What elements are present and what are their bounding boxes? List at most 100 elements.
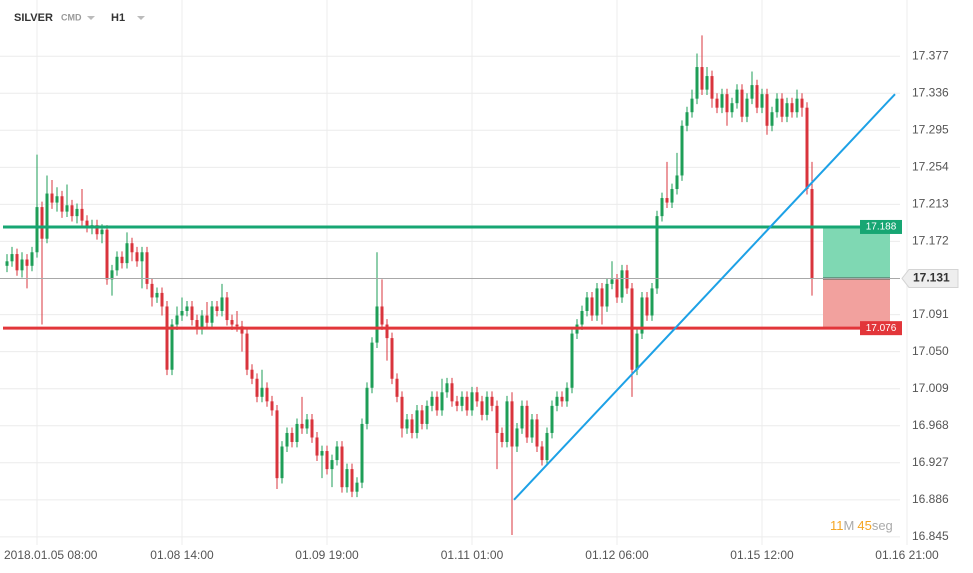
candle-body: [465, 396, 469, 411]
candle-body: [385, 324, 389, 339]
candle-body: [35, 207, 39, 253]
candle-body: [695, 67, 699, 99]
candle-body: [250, 369, 254, 379]
candle-body: [55, 196, 59, 203]
candle-body: [595, 288, 599, 316]
candle-body: [735, 89, 739, 104]
x-tick-label: 01.15 12:00: [730, 548, 794, 562]
candle-body: [610, 279, 614, 284]
candle-body: [10, 254, 14, 262]
candle-body: [40, 207, 44, 239]
candle-body: [565, 387, 569, 402]
candle-body: [480, 401, 484, 415]
candle-body: [525, 405, 529, 438]
candle-body: [730, 103, 734, 113]
candle-body: [640, 297, 644, 334]
timer-minutes: 11: [830, 518, 844, 533]
candle-body: [75, 208, 79, 217]
stop-loss-zone: [823, 278, 890, 329]
candle-body: [370, 342, 374, 388]
current-price-tag: [901, 268, 959, 288]
candle-body: [240, 326, 244, 334]
candle-body: [710, 76, 714, 99]
candle-body: [45, 193, 49, 239]
candle-body: [615, 279, 619, 298]
timer-minutes-unit: M: [844, 518, 855, 533]
candle-body: [85, 220, 89, 227]
candle-body: [365, 387, 369, 424]
candle-body: [195, 320, 199, 330]
candle-body: [545, 432, 549, 461]
candle-body: [505, 401, 509, 442]
candle-body: [705, 76, 709, 90]
candle-body: [650, 288, 654, 316]
grid: [0, 0, 908, 545]
overlay: 17.188 17.076: [0, 93, 902, 501]
candle-body: [770, 112, 774, 126]
candle-body: [25, 259, 29, 266]
y-tick-label: 17.172: [912, 234, 949, 248]
candle-body: [340, 446, 344, 488]
candle-body: [690, 98, 694, 113]
candle-body: [295, 423, 299, 442]
candle-body: [470, 392, 474, 411]
timer-seconds: 45: [857, 518, 871, 533]
candle-body: [555, 396, 559, 406]
candle-body: [305, 419, 309, 429]
candle-body: [270, 401, 274, 411]
candle-body: [375, 306, 379, 343]
candle-body: [155, 292, 159, 298]
candle-body: [485, 396, 489, 415]
dropdown-caret[interactable]: [87, 16, 95, 20]
candle-body: [135, 252, 139, 262]
candle-body: [320, 451, 324, 456]
candle-body: [130, 243, 134, 253]
candle-body: [570, 333, 574, 388]
candle-body: [80, 208, 84, 221]
candle-body: [255, 378, 259, 397]
x-tick-label: 01.08 14:00: [150, 548, 214, 562]
candle-body: [550, 405, 554, 433]
candle-body: [510, 401, 514, 447]
candle-body: [620, 270, 624, 298]
take-profit-zone: [823, 226, 890, 279]
candle-body: [790, 103, 794, 113]
timeframe[interactable]: H1: [111, 12, 125, 24]
candle-body: [170, 324, 174, 370]
candle-body: [635, 333, 639, 370]
level-tag: [860, 321, 902, 336]
dropdown-caret[interactable]: [137, 16, 145, 20]
candle-body: [150, 283, 154, 298]
candle-body: [175, 315, 179, 325]
x-tick-label: 01.16 21:00: [875, 548, 939, 562]
candle-body: [605, 283, 609, 307]
candle-body: [680, 125, 684, 176]
candle-body: [225, 297, 229, 321]
candle-body: [495, 405, 499, 433]
candle-body: [600, 288, 604, 307]
candle-body: [760, 94, 764, 108]
y-tick-label: 17.050: [912, 344, 949, 358]
candle-body: [220, 297, 224, 311]
candle-body: [210, 306, 214, 323]
candle-body: [560, 396, 564, 402]
candle-body: [95, 225, 99, 235]
candle-body: [190, 306, 194, 321]
candle-body: [360, 423, 364, 483]
candle-body: [490, 396, 494, 406]
candle-body: [500, 432, 504, 442]
candle-body: [765, 94, 769, 126]
x-tick-label: 2018.01.05 08:00: [4, 548, 98, 562]
candle-body: [115, 256, 119, 271]
y-tick-label: 17.336: [912, 85, 949, 99]
candle-body: [425, 405, 429, 424]
candle-body: [740, 89, 744, 117]
x-tick-label: 01.12 06:00: [585, 548, 649, 562]
candle-body: [590, 297, 594, 316]
candle-body: [745, 98, 749, 117]
candle-body: [245, 333, 249, 370]
symbol[interactable]: SILVER: [14, 12, 53, 24]
candle-body: [400, 396, 404, 429]
candle-body: [670, 189, 674, 203]
candle-body: [325, 451, 329, 470]
